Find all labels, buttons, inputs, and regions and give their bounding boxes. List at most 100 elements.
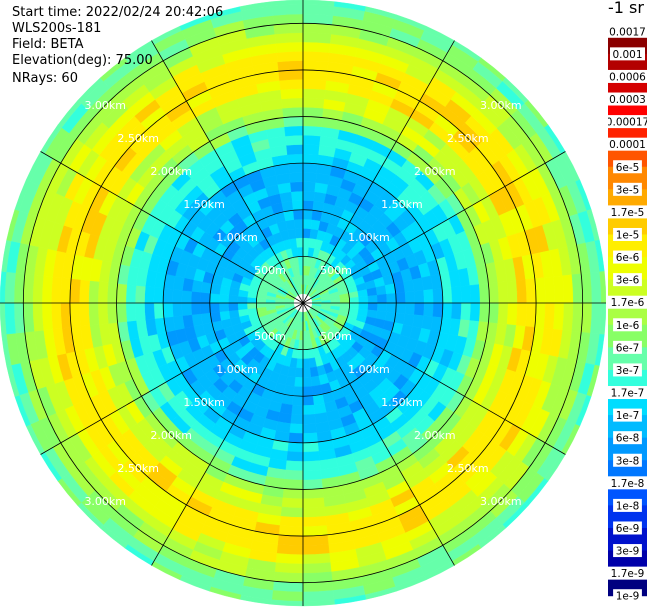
gate-cell <box>302 209 313 220</box>
gate-cell <box>296 246 304 257</box>
colorbar-tick-label: 1.7e-7 <box>611 388 645 400</box>
range-ring-label: 2.00km <box>150 165 192 178</box>
colorbar-tick-label: 1e-9 <box>616 591 640 603</box>
gate-cell <box>287 441 304 453</box>
range-ring-label: 1.00km <box>216 231 258 244</box>
gate-cell <box>302 218 312 230</box>
gate-cell <box>219 310 231 321</box>
gate-cell <box>414 290 425 304</box>
gate-cell <box>285 219 296 231</box>
gate-cell <box>271 0 304 7</box>
gate-cell <box>590 271 602 304</box>
gate-cell <box>497 281 509 304</box>
gate-cell <box>414 302 425 316</box>
colorbar-tick-label: 1e-5 <box>616 229 640 241</box>
colorbar-tick-label: 6e-9 <box>616 523 640 535</box>
gate-cell <box>302 200 314 211</box>
gate-cell <box>172 289 183 304</box>
gate-cell <box>497 302 509 325</box>
gate-cell <box>525 302 537 328</box>
gate-cell <box>302 172 317 183</box>
gate-cell <box>386 302 397 313</box>
gate-cell <box>4 302 16 335</box>
gate-cell <box>441 302 453 319</box>
gate-cell <box>302 376 312 388</box>
gate-cell <box>543 302 555 330</box>
gate-cell <box>302 414 316 425</box>
gate-cell <box>278 69 304 81</box>
colorbar-tick-label: 0.0003 <box>609 94 646 106</box>
gate-cell <box>289 423 304 434</box>
gate-cell <box>273 23 304 35</box>
gate-cell <box>469 284 481 304</box>
gate-cell <box>23 302 35 333</box>
colorbar-label-bg <box>608 476 647 490</box>
gate-cell <box>302 367 312 378</box>
gate-cell <box>144 286 155 304</box>
gate-cell <box>432 288 444 304</box>
gate-cell <box>107 302 118 324</box>
gate-cell <box>116 283 128 304</box>
colorbar-tick-label: 1.7e-5 <box>611 207 645 219</box>
colorbar-tick-label: 1.7e-9 <box>611 568 645 580</box>
gate-cell <box>228 294 239 304</box>
gate-cell <box>181 302 192 316</box>
gate-cell <box>282 488 304 499</box>
colorbar-tick-label: 1e-7 <box>616 410 640 422</box>
gate-cell <box>291 404 304 416</box>
gate-cell <box>302 478 323 490</box>
azimuth-spoke <box>151 302 304 566</box>
gate-cell <box>280 88 304 100</box>
gate-cell <box>293 209 304 220</box>
range-ring-label: 2.50km <box>117 132 159 145</box>
gate-cell <box>237 302 248 311</box>
gate-cell <box>275 553 304 565</box>
gate-cell <box>367 294 378 304</box>
gate-cell <box>302 125 322 137</box>
gate-cell <box>516 279 527 304</box>
colorbar-tick-label: 1.7e-8 <box>611 478 645 490</box>
gate-cell <box>218 294 230 304</box>
gate-cell <box>162 302 174 318</box>
gate-cell <box>516 302 527 327</box>
gate-cell <box>302 153 319 165</box>
gate-cell <box>32 274 44 304</box>
gate-cell <box>302 88 326 100</box>
colorbar-tick-label: 0.00017 <box>608 117 647 129</box>
gate-cell <box>286 144 304 155</box>
gate-cell <box>358 295 369 304</box>
gate-cell <box>228 302 239 312</box>
gate-cell <box>302 451 320 462</box>
gate-cell <box>125 284 137 304</box>
azimuth-spoke <box>151 40 304 304</box>
gate-cell <box>107 282 118 304</box>
range-ring-label: 1.50km <box>381 198 423 211</box>
gate-cell <box>395 292 406 304</box>
colorbar-label-bg <box>613 408 642 422</box>
gate-cell <box>285 460 304 472</box>
gate-cell <box>302 525 328 537</box>
colorbar-tick-label: 3e-5 <box>616 184 640 196</box>
gate-cell <box>553 302 565 331</box>
range-ring-label: 3.00km <box>480 99 522 112</box>
gate-cell <box>32 302 44 332</box>
gate-cell <box>339 297 350 304</box>
gate-cell <box>571 302 583 333</box>
gate-cell <box>349 296 360 304</box>
gate-cell <box>302 460 321 472</box>
gate-cell <box>302 543 330 555</box>
range-ring-label: 500m <box>254 264 286 277</box>
gate-cell <box>79 279 90 304</box>
range-ring-label: 500m <box>320 330 352 343</box>
gate-cell <box>134 302 146 321</box>
gate-cell <box>562 274 574 304</box>
gate-cell <box>302 107 324 118</box>
colorbar-label-bg <box>608 566 647 580</box>
azimuth-spoke <box>40 151 304 304</box>
gate-cell <box>571 273 583 304</box>
range-ring-label: 500m <box>320 264 352 277</box>
gate-cell <box>256 302 267 309</box>
colorbar-tick-label: 1e-8 <box>616 500 640 512</box>
gate-cell <box>190 291 202 304</box>
gate-cell <box>302 386 313 397</box>
